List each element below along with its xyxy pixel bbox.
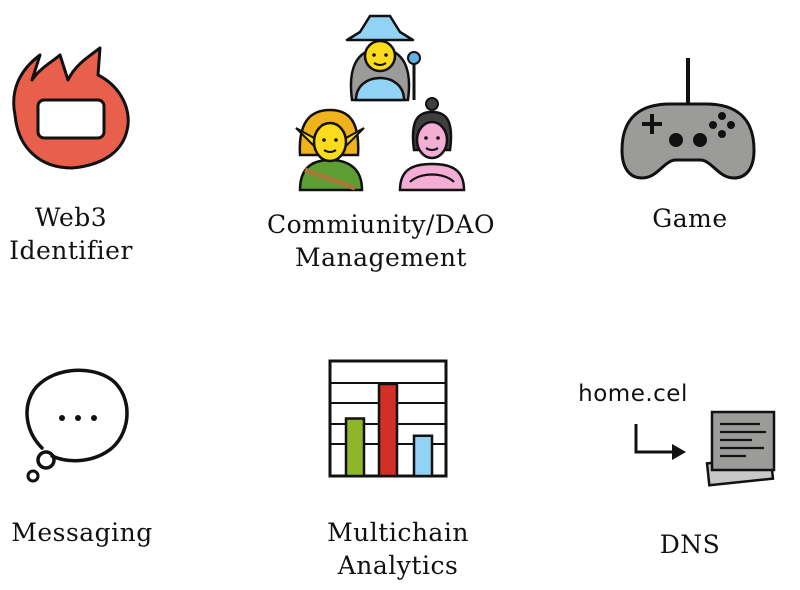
chart-frame	[328, 359, 448, 478]
chart-bar-1	[344, 417, 366, 478]
arrow-icon	[634, 424, 676, 454]
item-label-game: Game	[652, 204, 728, 233]
wizard-icon	[345, 14, 421, 102]
item-label-messaging: Messaging	[11, 518, 153, 547]
woman-icon	[398, 97, 466, 192]
chart-bar-3	[412, 434, 434, 478]
elf-icon	[295, 108, 365, 192]
dns-domain-text: home.cel	[578, 381, 688, 407]
item-label-web3-identifier: Web3 Identifier	[9, 203, 133, 265]
chart-gridlines	[330, 382, 446, 445]
item-label-community-dao: Commiunity/DAO Management	[267, 210, 495, 272]
item-label-multichain-analytics: Multichain Analytics	[327, 518, 469, 580]
item-label-dns: DNS	[659, 530, 721, 559]
chart-bar-2	[377, 382, 399, 478]
